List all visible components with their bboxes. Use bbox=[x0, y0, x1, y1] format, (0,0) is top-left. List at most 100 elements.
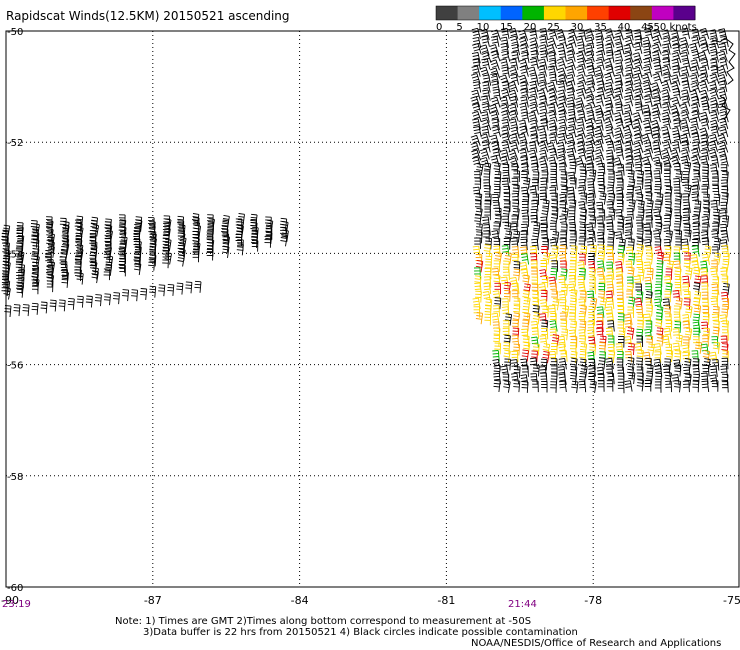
wind-barb bbox=[493, 162, 501, 175]
wind-barb bbox=[662, 73, 672, 85]
wind-barb bbox=[669, 104, 680, 116]
wind-barb bbox=[578, 372, 587, 386]
wind-barb bbox=[61, 275, 69, 288]
wind-barb bbox=[46, 228, 54, 241]
wind-barb bbox=[541, 207, 549, 220]
wind-barb bbox=[597, 373, 605, 386]
wind-barb bbox=[624, 58, 634, 70]
wind-barb bbox=[504, 252, 512, 265]
wind-barb bbox=[550, 372, 558, 385]
wind-barb bbox=[568, 275, 577, 287]
wind-barb bbox=[643, 87, 653, 100]
wind-barb bbox=[654, 351, 662, 363]
wind-barb bbox=[636, 349, 644, 362]
wind-barb bbox=[480, 157, 490, 169]
wind-barb bbox=[584, 156, 595, 168]
wind-barb bbox=[636, 177, 644, 190]
wind-barb bbox=[636, 244, 645, 257]
wind-barb bbox=[664, 192, 672, 204]
wind-barb bbox=[645, 170, 653, 182]
wind-barb bbox=[502, 298, 509, 310]
wind-barb bbox=[521, 365, 529, 377]
wind-barb bbox=[637, 200, 645, 213]
wind-barb bbox=[482, 216, 490, 228]
wind-barb bbox=[710, 103, 720, 115]
wind-barb bbox=[614, 140, 624, 152]
wind-barb bbox=[501, 133, 511, 145]
wind-barb bbox=[672, 342, 681, 355]
wind-barb bbox=[701, 102, 711, 114]
wind-barb bbox=[565, 43, 576, 55]
wind-barb bbox=[509, 118, 519, 130]
wind-barb bbox=[521, 51, 530, 64]
wind-barb bbox=[518, 36, 529, 48]
wind-barb bbox=[633, 88, 644, 100]
wind-barb bbox=[75, 244, 84, 257]
legend-swatch bbox=[522, 6, 545, 20]
wind-barb bbox=[642, 104, 652, 116]
wind-barb bbox=[176, 282, 184, 295]
wind-barb bbox=[616, 291, 624, 304]
wind-barb bbox=[500, 96, 510, 108]
wind-barb bbox=[682, 275, 691, 288]
wind-barb bbox=[607, 230, 616, 243]
wind-barb bbox=[679, 43, 690, 55]
wind-barb bbox=[641, 133, 652, 145]
wind-barb bbox=[67, 297, 75, 310]
wind-barb bbox=[2, 267, 9, 280]
wind-barb bbox=[703, 358, 711, 371]
wind-barb bbox=[587, 201, 596, 213]
legend-tick-label: >50 knots bbox=[645, 22, 697, 33]
wind-barb bbox=[663, 169, 671, 182]
wind-barb bbox=[628, 178, 636, 191]
wind-barb bbox=[510, 359, 519, 371]
wind-barb bbox=[560, 185, 568, 198]
wind-barb bbox=[606, 186, 616, 199]
wind-barb bbox=[721, 320, 729, 333]
wind-barb bbox=[552, 334, 560, 347]
wind-barb bbox=[682, 283, 690, 295]
wind-barb bbox=[470, 134, 481, 146]
wind-barb bbox=[494, 342, 502, 355]
wind-barb bbox=[280, 234, 288, 247]
wind-barb bbox=[603, 58, 614, 70]
wind-barb bbox=[236, 243, 244, 256]
wind-barb bbox=[636, 305, 644, 318]
wind-barb bbox=[511, 163, 519, 175]
wind-barb bbox=[549, 73, 558, 85]
wind-barb bbox=[606, 297, 615, 309]
wind-barb bbox=[664, 245, 672, 258]
wind-barb bbox=[643, 95, 653, 107]
wind-barb bbox=[642, 119, 652, 131]
wind-barb bbox=[149, 285, 157, 298]
wind-barb bbox=[618, 238, 626, 251]
wind-barb bbox=[556, 58, 567, 70]
wind-barb bbox=[531, 336, 539, 348]
wind-barb bbox=[617, 335, 625, 348]
wind-barb bbox=[565, 133, 576, 146]
wind-barb bbox=[717, 147, 728, 160]
legend-tick-label: 25 bbox=[547, 22, 560, 33]
wind-barb bbox=[671, 141, 681, 153]
wind-barb bbox=[625, 29, 634, 41]
wind-barb bbox=[569, 199, 577, 212]
wind-barb bbox=[15, 260, 23, 273]
wind-barb bbox=[665, 343, 673, 356]
wind-barb bbox=[490, 111, 500, 123]
wind-barb bbox=[682, 380, 690, 393]
wind-barb bbox=[504, 358, 511, 371]
wind-barb bbox=[558, 343, 567, 355]
wind-barb bbox=[683, 298, 691, 311]
wind-barb bbox=[45, 224, 53, 236]
wind-barb bbox=[637, 268, 645, 281]
wind-barb bbox=[608, 208, 616, 221]
wind-barb bbox=[623, 104, 633, 116]
legend-tick-label: 30 bbox=[571, 22, 584, 33]
wind-barb bbox=[615, 43, 625, 55]
wind-barb bbox=[492, 193, 500, 206]
wind-barb bbox=[134, 262, 142, 276]
wind-barb bbox=[721, 260, 730, 273]
wind-barb bbox=[104, 241, 112, 254]
wind-barb bbox=[531, 199, 539, 212]
wind-barb bbox=[653, 170, 661, 182]
